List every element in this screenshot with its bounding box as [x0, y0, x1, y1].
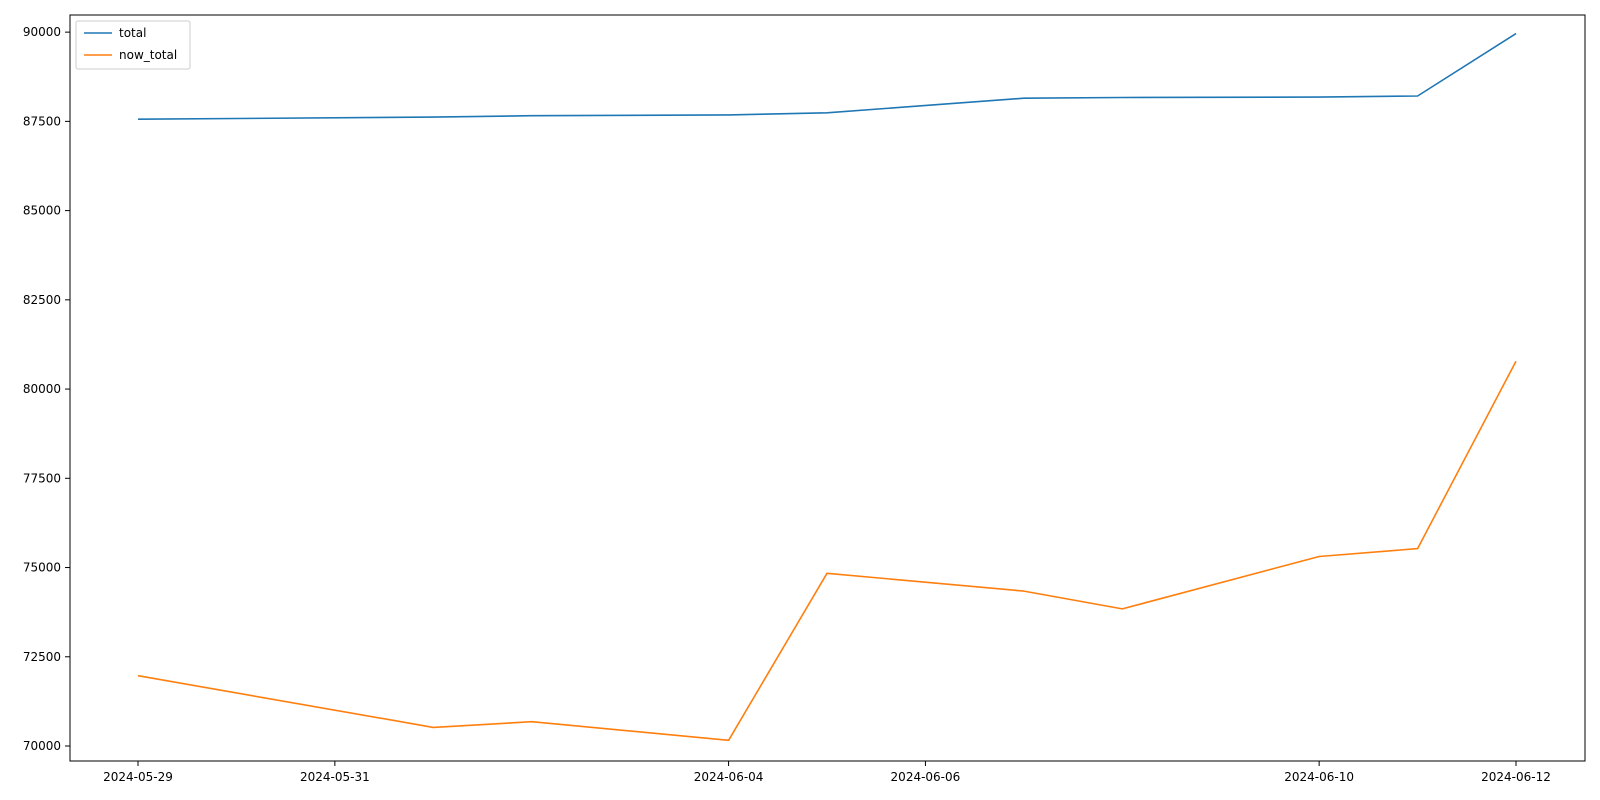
y-tick-label: 82500: [23, 293, 61, 307]
x-tick-label: 2024-05-29: [103, 770, 173, 784]
x-tick-label: 2024-06-12: [1481, 770, 1551, 784]
series-layer: [137, 32, 1517, 742]
plot-area: [70, 15, 1585, 761]
legend: total now_total: [75, 20, 191, 70]
series-line-now-total: [137, 360, 1517, 742]
y-tick-label: 70000: [23, 739, 61, 753]
legend-label: total: [119, 26, 146, 40]
x-tick-label: 2024-06-04: [694, 770, 764, 784]
y-tick-label: 80000: [23, 382, 61, 396]
y-tick-label: 77500: [23, 471, 61, 485]
x-axis: 2024-05-29 2024-05-31 2024-06-04 2024-06-06…: [103, 761, 1551, 784]
legend-label: now_total: [119, 48, 177, 62]
x-tick-label: 2024-05-31: [300, 770, 370, 784]
y-axis: 70000 72500 75000 77500 80000 82500 85000 87500…: [23, 25, 70, 753]
x-tick-label: 2024-06-10: [1284, 770, 1354, 784]
y-tick-label: 85000: [23, 204, 61, 218]
x-tick-label: 2024-06-06: [891, 770, 961, 784]
y-tick-label: 90000: [23, 25, 61, 39]
y-tick-label: 87500: [23, 114, 61, 128]
series-line-total: [137, 32, 1517, 120]
y-tick-label: 72500: [23, 650, 61, 664]
plot-frame: [69, 14, 1586, 762]
y-tick-label: 75000: [23, 561, 61, 575]
